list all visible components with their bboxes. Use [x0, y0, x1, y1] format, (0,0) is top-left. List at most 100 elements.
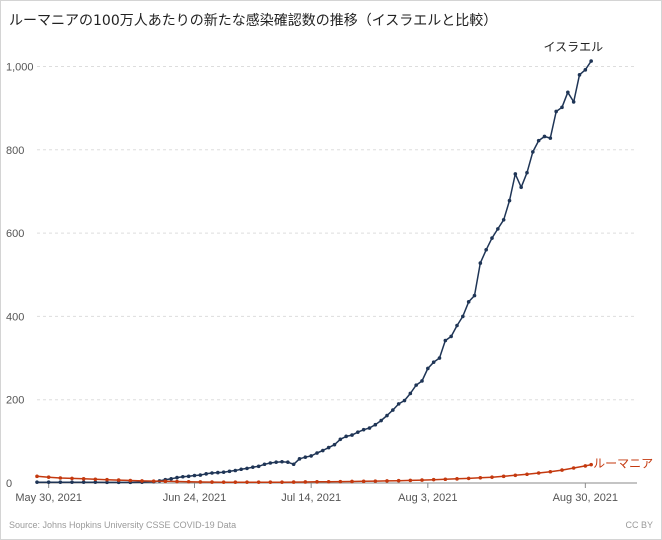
data-point-israel	[367, 426, 372, 430]
chart-title: ルーマニアの100万人あたりの新たな感染確認数の推移（イスラエルと比較）	[9, 13, 498, 29]
data-point-israel	[309, 454, 313, 458]
data-point-romania	[245, 480, 249, 484]
data-point-romania	[233, 480, 238, 484]
data-point-romania	[548, 469, 553, 474]
data-point-romania	[315, 480, 319, 484]
series-line-israel	[37, 60, 592, 484]
data-point-israel	[326, 445, 331, 450]
data-point-israel	[571, 100, 576, 104]
data-point-israel	[221, 470, 226, 474]
data-point-israel	[484, 247, 488, 252]
data-point-israel	[262, 462, 267, 467]
data-point-romania	[58, 476, 63, 480]
data-point-israel	[46, 480, 51, 484]
data-point-romania	[373, 479, 378, 483]
data-point-romania	[175, 479, 179, 484]
data-point-israel	[350, 433, 354, 437]
data-point-romania	[105, 477, 109, 482]
data-point-israel	[478, 261, 483, 265]
data-point-israel	[175, 475, 179, 480]
data-point-israel	[58, 480, 63, 484]
data-point-israel	[414, 383, 418, 387]
data-point-romania	[571, 466, 576, 470]
data-point-romania	[163, 479, 168, 484]
data-point-israel	[70, 480, 74, 484]
data-point-romania	[431, 477, 436, 482]
data-point-romania	[198, 480, 203, 484]
data-point-israel	[315, 451, 319, 455]
data-point-israel	[198, 473, 203, 477]
data-point-israel	[531, 150, 535, 154]
data-point-israel	[245, 466, 249, 471]
data-point-romania	[455, 477, 459, 481]
data-point-romania	[478, 475, 483, 480]
data-point-israel	[513, 172, 518, 176]
data-point-romania	[501, 474, 506, 479]
y-tick-label: 400	[6, 311, 24, 323]
data-point-romania	[525, 472, 529, 477]
data-point-romania	[326, 479, 331, 484]
data-point-israel	[583, 68, 588, 72]
data-point-israel	[268, 461, 273, 465]
data-point-romania	[338, 479, 343, 484]
data-point-romania	[583, 464, 588, 468]
y-tick-label: 800	[6, 145, 24, 157]
data-point-romania	[513, 473, 518, 478]
source-note: Source: Johns Hopkins University CSSE CO…	[9, 520, 237, 530]
data-point-israel	[35, 480, 39, 484]
data-point-israel	[408, 391, 413, 396]
data-point-israel	[536, 138, 541, 143]
data-point-israel	[589, 59, 593, 63]
data-point-israel	[507, 198, 512, 203]
data-point-israel	[93, 480, 98, 484]
series-label-romania: ルーマニア	[593, 457, 653, 471]
data-point-israel	[431, 360, 436, 365]
data-point-israel	[227, 469, 232, 474]
data-point-israel	[385, 413, 389, 418]
data-point-israel	[455, 323, 459, 328]
data-point-israel	[181, 474, 185, 479]
data-point-israel	[420, 379, 424, 383]
x-tick-label: Aug 30, 2021	[553, 492, 618, 504]
axes: 0 200 400 600 800 1,000 May 30, 2021 Jun 24, 20…	[6, 61, 618, 504]
data-point-romania	[81, 477, 86, 481]
data-point-romania	[210, 480, 214, 484]
data-point-romania	[443, 477, 448, 482]
data-point-israel	[396, 402, 401, 406]
data-point-israel	[256, 464, 261, 469]
gridlines	[37, 65, 637, 484]
data-point-israel	[216, 470, 220, 475]
data-point-israel	[466, 300, 471, 304]
data-point-romania	[268, 480, 273, 484]
data-point-romania	[256, 480, 261, 484]
data-point-romania	[70, 476, 74, 481]
data-point-israel	[332, 442, 337, 447]
data-point-israel	[501, 217, 506, 222]
data-point-israel	[437, 356, 442, 360]
data-point-israel	[303, 455, 308, 459]
data-point-israel	[496, 227, 500, 231]
data-point-israel	[449, 334, 453, 339]
series-lines	[35, 59, 593, 485]
data-point-romania	[221, 480, 226, 484]
data-point-israel	[169, 477, 173, 481]
data-point-israel	[490, 236, 494, 240]
data-point-romania	[291, 480, 296, 484]
data-point-israel	[286, 460, 290, 464]
data-point-romania	[385, 479, 389, 483]
y-tick-label: 200	[6, 395, 24, 407]
data-point-israel	[344, 434, 348, 439]
data-point-romania	[396, 478, 401, 483]
data-point-israel	[566, 90, 570, 95]
data-point-israel	[472, 293, 477, 298]
data-point-israel	[548, 136, 553, 140]
data-point-israel	[233, 468, 238, 473]
data-point-israel	[105, 480, 109, 485]
data-point-israel	[186, 474, 191, 479]
data-point-romania	[490, 475, 494, 479]
data-point-romania	[128, 478, 133, 483]
data-point-israel	[356, 430, 360, 434]
data-point-israel	[210, 471, 214, 475]
